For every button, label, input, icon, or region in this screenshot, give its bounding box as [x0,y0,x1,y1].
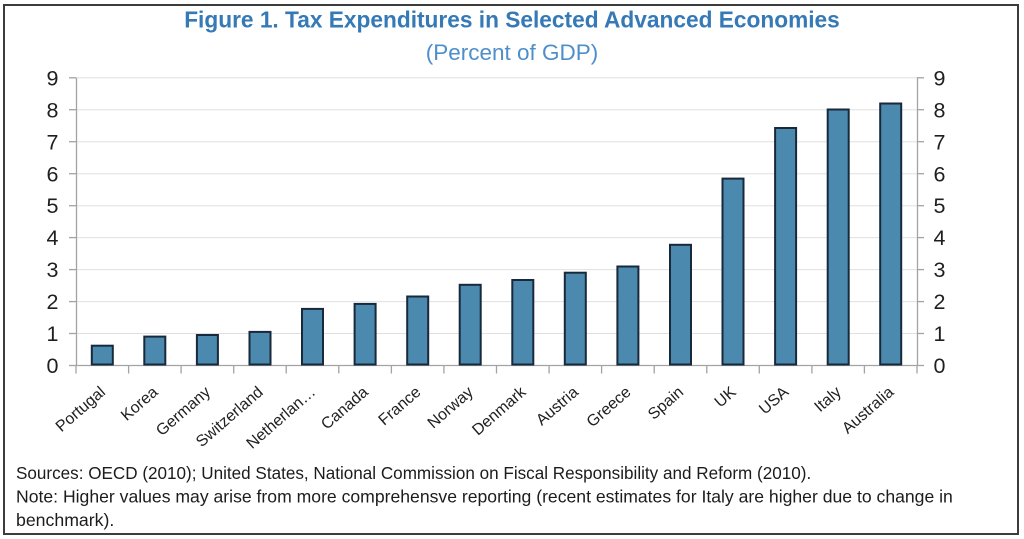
svg-text:5: 5 [934,194,946,218]
svg-text:5: 5 [47,194,59,218]
svg-text:Italy: Italy [812,384,845,416]
svg-text:8: 8 [47,98,59,122]
svg-text:4: 4 [934,226,946,250]
svg-text:Note: Higher values may arise: Note: Higher values may arise from more … [16,487,953,507]
svg-text:0: 0 [47,354,59,378]
svg-text:9: 9 [47,66,59,90]
svg-text:Austria: Austria [533,384,582,430]
svg-text:Sources: OECD (2010); United S: Sources: OECD (2010); United States, Nat… [16,464,811,483]
svg-text:Portugal: Portugal [53,384,109,436]
svg-text:7: 7 [934,130,946,154]
svg-text:7: 7 [47,130,59,154]
svg-text:Figure 1. Tax Expenditures in: Figure 1. Tax Expenditures in Selected A… [184,7,840,33]
svg-text:USA: USA [756,383,792,418]
svg-text:France: France [376,384,425,430]
svg-text:Norway: Norway [425,384,477,432]
svg-text:3: 3 [934,258,946,282]
svg-text:benchmark).: benchmark). [16,510,114,530]
svg-text:Spain: Spain [645,384,687,424]
svg-text:9: 9 [934,66,946,90]
svg-text:6: 6 [934,162,946,186]
svg-text:Australia: Australia [839,384,897,438]
svg-text:2: 2 [934,290,946,314]
svg-text:Korea: Korea [118,384,161,425]
svg-text:6: 6 [47,162,59,186]
svg-text:1: 1 [47,322,59,346]
svg-text:8: 8 [934,98,946,122]
svg-text:1: 1 [934,322,946,346]
svg-text:Canada: Canada [318,384,372,434]
svg-text:3: 3 [47,258,59,282]
svg-text:4: 4 [47,226,59,250]
svg-text:2: 2 [47,290,59,314]
svg-text:UK: UK [712,383,740,411]
svg-text:0: 0 [934,354,946,378]
svg-text:Greece: Greece [584,384,635,431]
svg-text:Denmark: Denmark [469,383,530,439]
svg-text:(Percent of GDP): (Percent of GDP) [426,40,599,65]
